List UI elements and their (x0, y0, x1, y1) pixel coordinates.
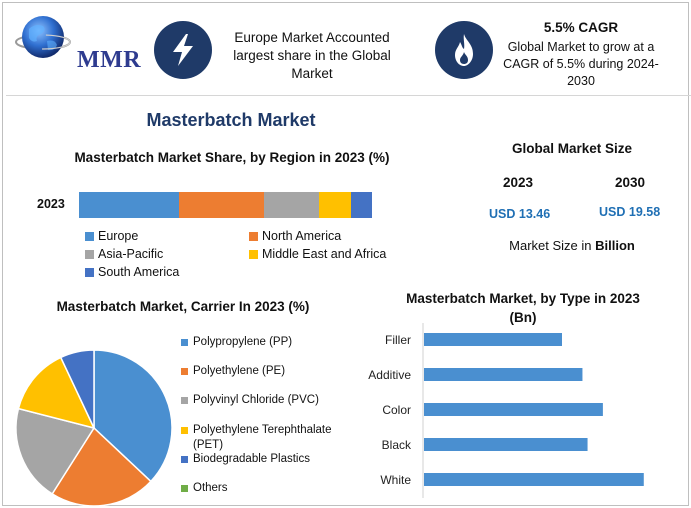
legend-label: Polyethylene Terephthalate (PET) (193, 424, 332, 451)
global-market-size-title: Global Market Size (511, 141, 633, 156)
bar-segment-middle-east-and-africa (319, 192, 352, 218)
legend-swatch (249, 249, 258, 259)
globe-icon (15, 16, 71, 58)
lightning-icon (154, 21, 212, 79)
tick-label-white: White (380, 473, 411, 487)
tick-label-black: Black (382, 438, 412, 452)
pie-slice-biodegradable-plastics (59, 349, 95, 429)
pie-slice-polyethylene-pe (51, 426, 152, 507)
type-chart-title: Masterbatch Market, by Type in 2023 (Bn) (406, 291, 640, 325)
market-value-2030: USD 19.58 (599, 205, 661, 219)
legend-swatch (181, 368, 188, 375)
type-bar-chart: Filler Additive Color Black White (368, 323, 644, 498)
pie-legend-item-polyvinyl-chloride-pvc: Polyvinyl Chloride (PVC) (181, 393, 319, 408)
legend-label: Polypropylene (PP) (193, 336, 293, 348)
pie-legend-item-polyethylene-terephthalate-pet: Polyethylene Terephthalate (PET) (181, 423, 351, 453)
legend-swatch (249, 231, 258, 241)
legend-label: Polyvinyl Chloride (PVC) (193, 394, 319, 406)
year-2023-label: 2023 (503, 175, 534, 190)
tick-label-color: Color (382, 403, 411, 417)
pie-legend-item-biodegradable-plastics: Biodegradable Plastics (181, 452, 310, 467)
mmr-logo: MMR (15, 13, 145, 73)
carrier-pie-chart (15, 349, 173, 507)
legend-swatch (181, 397, 188, 404)
legend-label: Polyethylene (PE) (193, 365, 286, 377)
pie-legend-item-others: Others (181, 481, 228, 496)
logo-text: MMR (77, 47, 142, 73)
legend-swatch (181, 339, 188, 346)
market-size-note: Market Size in Billion (489, 238, 655, 253)
bar-segment-south-america (351, 192, 372, 218)
bar-black (424, 438, 588, 451)
legend-swatch (85, 249, 94, 259)
tick-label-additive: Additive (368, 368, 411, 382)
bar-white (424, 473, 644, 486)
europe-highlight-text: Europe Market Accounted largest share in… (233, 30, 391, 81)
legend-label: Asia-Pacific (98, 247, 164, 261)
legend-swatch (181, 427, 188, 434)
cagr-title: 5.5% CAGR (543, 20, 619, 35)
legend-swatch (85, 231, 94, 241)
pie-slice-polypropylene-pp (93, 349, 173, 483)
legend-item-middle-east-and-africa: Middle East and Africa (249, 247, 386, 261)
bar-additive (424, 368, 583, 381)
legend-swatch (181, 456, 188, 463)
market-value-2023: USD 13.46 (489, 207, 551, 221)
legend-label: Others (193, 482, 228, 494)
legend-item-asia-pacific: Asia-Pacific (85, 247, 163, 261)
legend-label: South America (98, 265, 180, 279)
bar-segment-asia-pacific (263, 192, 320, 218)
legend-item-europe: Europe (85, 229, 138, 243)
legend-label: Europe (98, 229, 139, 243)
page-title: Masterbatch Market (146, 110, 316, 130)
region-year-label: 2023 (37, 197, 65, 211)
region-stacked-bar (79, 192, 372, 218)
flame-icon (435, 21, 493, 79)
legend-item-north-america: North America (249, 229, 341, 243)
legend-swatch (181, 485, 188, 492)
note-prefix: Market Size in (509, 238, 596, 253)
bar-filler (424, 333, 562, 346)
tick-label-filler: Filler (385, 333, 411, 347)
carrier-pie-title: Masterbatch Market, Carrier In 2023 (%) (56, 299, 310, 314)
region-chart-title: Masterbatch Market Share, by Region in 2… (74, 150, 390, 165)
note-unit: Billion (595, 238, 635, 253)
pie-legend-item-polypropylene-pp: Polypropylene (PP) (181, 335, 292, 350)
pie-legend-item-polyethylene-pe: Polyethylene (PE) (181, 364, 285, 379)
bar-color (424, 403, 603, 416)
legend-item-south-america: South America (85, 265, 179, 279)
pie-slice-polyvinyl-chloride-pvc (15, 407, 96, 495)
bar-segment-north-america (178, 192, 264, 218)
cagr-text: Global Market to grow at a CAGR of 5.5% … (503, 40, 659, 88)
year-2030-label: 2030 (615, 175, 646, 190)
legend-label: Biodegradable Plastics (193, 453, 310, 465)
legend-swatch (85, 267, 94, 277)
header-divider (6, 95, 691, 96)
pie-slice-polyethylene-terephthalate-pet (17, 356, 96, 430)
legend-label: Middle East and Africa (262, 247, 387, 261)
bar-segment-europe (79, 192, 179, 218)
legend-label: North America (262, 229, 342, 243)
